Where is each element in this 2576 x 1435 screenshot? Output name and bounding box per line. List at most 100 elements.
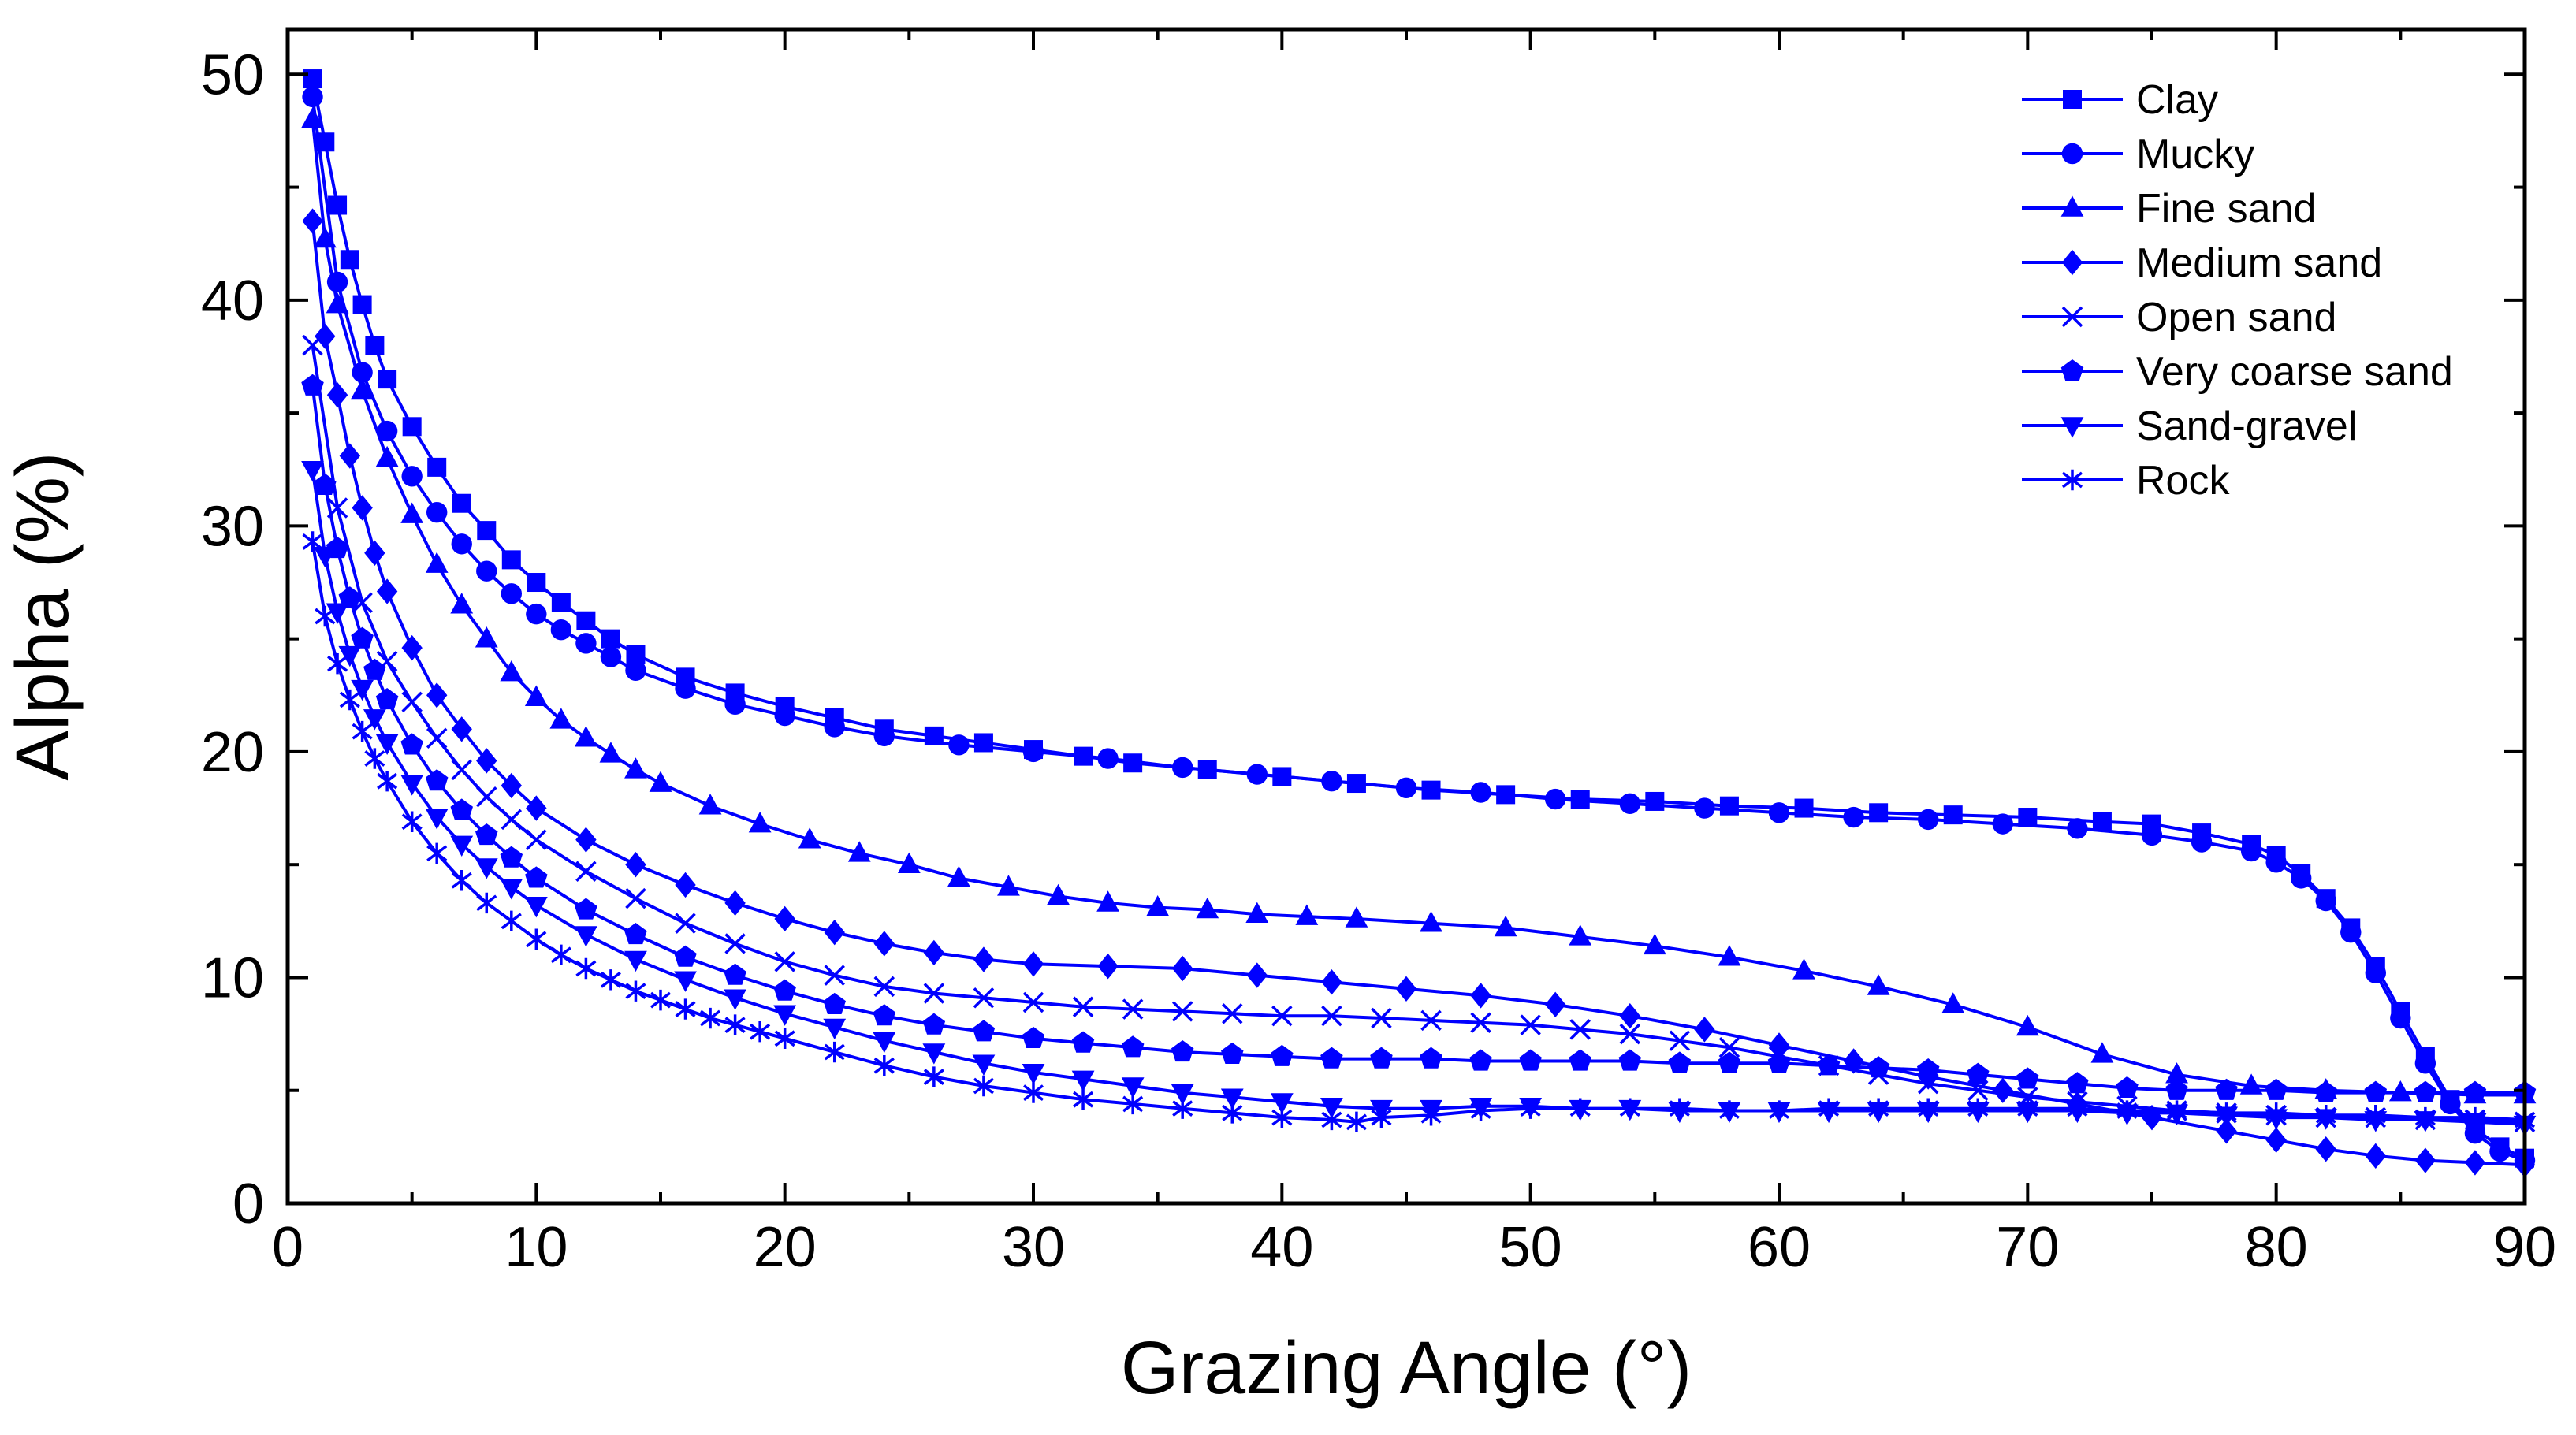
data-point-rock [426,842,448,864]
legend-entry-medium-sand: Medium sand [2022,240,2382,286]
data-point-mucky [1022,741,1044,763]
data-point-very-coarse-sand [1420,1047,1442,1069]
data-point-clay [477,521,497,541]
y-tick-label: 30 [201,495,264,558]
data-point-medium-sand [2216,1118,2237,1144]
data-point-open-sand [1122,998,1144,1020]
data-point-medium-sand [426,682,448,708]
data-point-medium-sand [326,381,348,408]
data-point-sand-gravel [450,835,474,857]
data-point-open-sand [1718,1037,1740,1058]
y-tick-label: 20 [201,721,264,784]
data-point-open-sand [401,691,423,713]
data-point-fine-sand [549,708,573,729]
data-point-rock [1122,1093,1144,1115]
data-point-sand-gravel [773,1005,797,1026]
legend-marker-rock [2061,469,2083,491]
data-point-sand-gravel [1220,1088,1244,1110]
data-point-mucky [451,533,472,555]
data-point-rock [364,748,385,769]
data-point-rock [352,720,373,742]
data-point-rock [1868,1098,1889,1119]
data-point-medium-sand [1768,1032,1790,1058]
data-point-rock [1321,1109,1342,1131]
data-point-rock [550,944,571,966]
data-point-very-coarse-sand [400,733,423,755]
data-point-very-coarse-sand [363,658,386,680]
data-point-rock [339,689,360,711]
data-point-fine-sand [1345,906,1368,928]
data-point-mucky [1395,777,1417,798]
data-point-very-coarse-sand [2314,1080,2337,1102]
data-point-medium-sand [575,827,597,853]
data-point-mucky [1172,757,1193,779]
data-point-mucky [1097,748,1119,769]
data-point-sand-gravel [475,858,498,879]
data-point-mucky [625,660,646,681]
legend-label: Medium sand [2136,240,2382,286]
data-point-medium-sand [376,578,398,604]
data-point-open-sand [501,809,523,831]
data-point-very-coarse-sand [338,586,362,608]
data-point-rock [750,1021,771,1043]
data-point-rock [327,652,348,675]
legend-entry-clay: Clay [2022,77,2218,123]
data-point-very-coarse-sand [873,1004,896,1026]
data-point-mucky [2390,1007,2411,1029]
data-point-sand-gravel [922,1043,946,1065]
data-point-medium-sand [1619,1002,1640,1029]
data-point-rock [1569,1098,1591,1119]
data-point-very-coarse-sand [2265,1078,2288,1100]
legend-label: Mucky [2136,132,2254,177]
data-point-rock [2166,1100,2187,1121]
data-point-medium-sand [2365,1143,2386,1169]
y-tick-label: 50 [201,43,264,106]
data-point-open-sand [973,987,995,1009]
data-point-very-coarse-sand [500,846,523,868]
y-tick-label: 40 [201,270,264,333]
data-point-medium-sand [1470,983,1491,1009]
data-point-open-sand [1371,1007,1392,1029]
data-point-clay [601,629,620,649]
data-point-rock [1022,1082,1044,1103]
data-point-very-coarse-sand [724,963,746,985]
data-point-medium-sand [1022,951,1044,977]
data-point-medium-sand [2141,1104,2163,1131]
data-point-very-coarse-sand [972,1020,996,1042]
legend-marker-fine-sand [2060,195,2084,217]
data-point-medium-sand [824,919,845,946]
data-point-very-coarse-sand [1121,1035,1145,1058]
data-point-rock [2067,1098,2088,1119]
data-point-rock [2017,1098,2038,1119]
data-point-rock [1619,1098,1640,1119]
data-point-rock [526,928,547,950]
data-point-clay [1719,796,1739,816]
data-point-rock [2365,1105,2386,1126]
data-point-rock [575,957,597,980]
data-point-mucky [873,725,895,747]
legend-label: Clay [2136,77,2218,123]
legend-marker-sand-gravel [2060,417,2084,438]
data-point-very-coarse-sand [425,769,449,791]
data-point-medium-sand [973,946,995,972]
data-point-fine-sand [1295,904,1319,925]
legend-label: Fine sand [2136,186,2316,232]
series-fine-sand [301,107,2537,1104]
data-point-mucky [600,646,622,667]
data-point-fine-sand [450,593,474,614]
data-point-rock [774,1028,795,1050]
data-point-open-sand [476,786,497,808]
data-point-clay [551,593,571,612]
data-point-very-coarse-sand [351,626,374,649]
data-point-medium-sand [1694,1017,1715,1043]
data-point-fine-sand [425,552,449,573]
series-very-coarse-sand [301,374,2537,1102]
data-point-very-coarse-sand [301,374,324,396]
data-point-mucky [1992,813,2013,835]
data-point-rock [2216,1102,2237,1124]
legend-entry-very-coarse-sand: Very coarse sand [2022,349,2453,395]
data-point-mucky [774,704,795,727]
data-point-rock [451,870,472,891]
data-point-fine-sand [2388,1080,2412,1102]
data-point-medium-sand [1172,955,1193,982]
